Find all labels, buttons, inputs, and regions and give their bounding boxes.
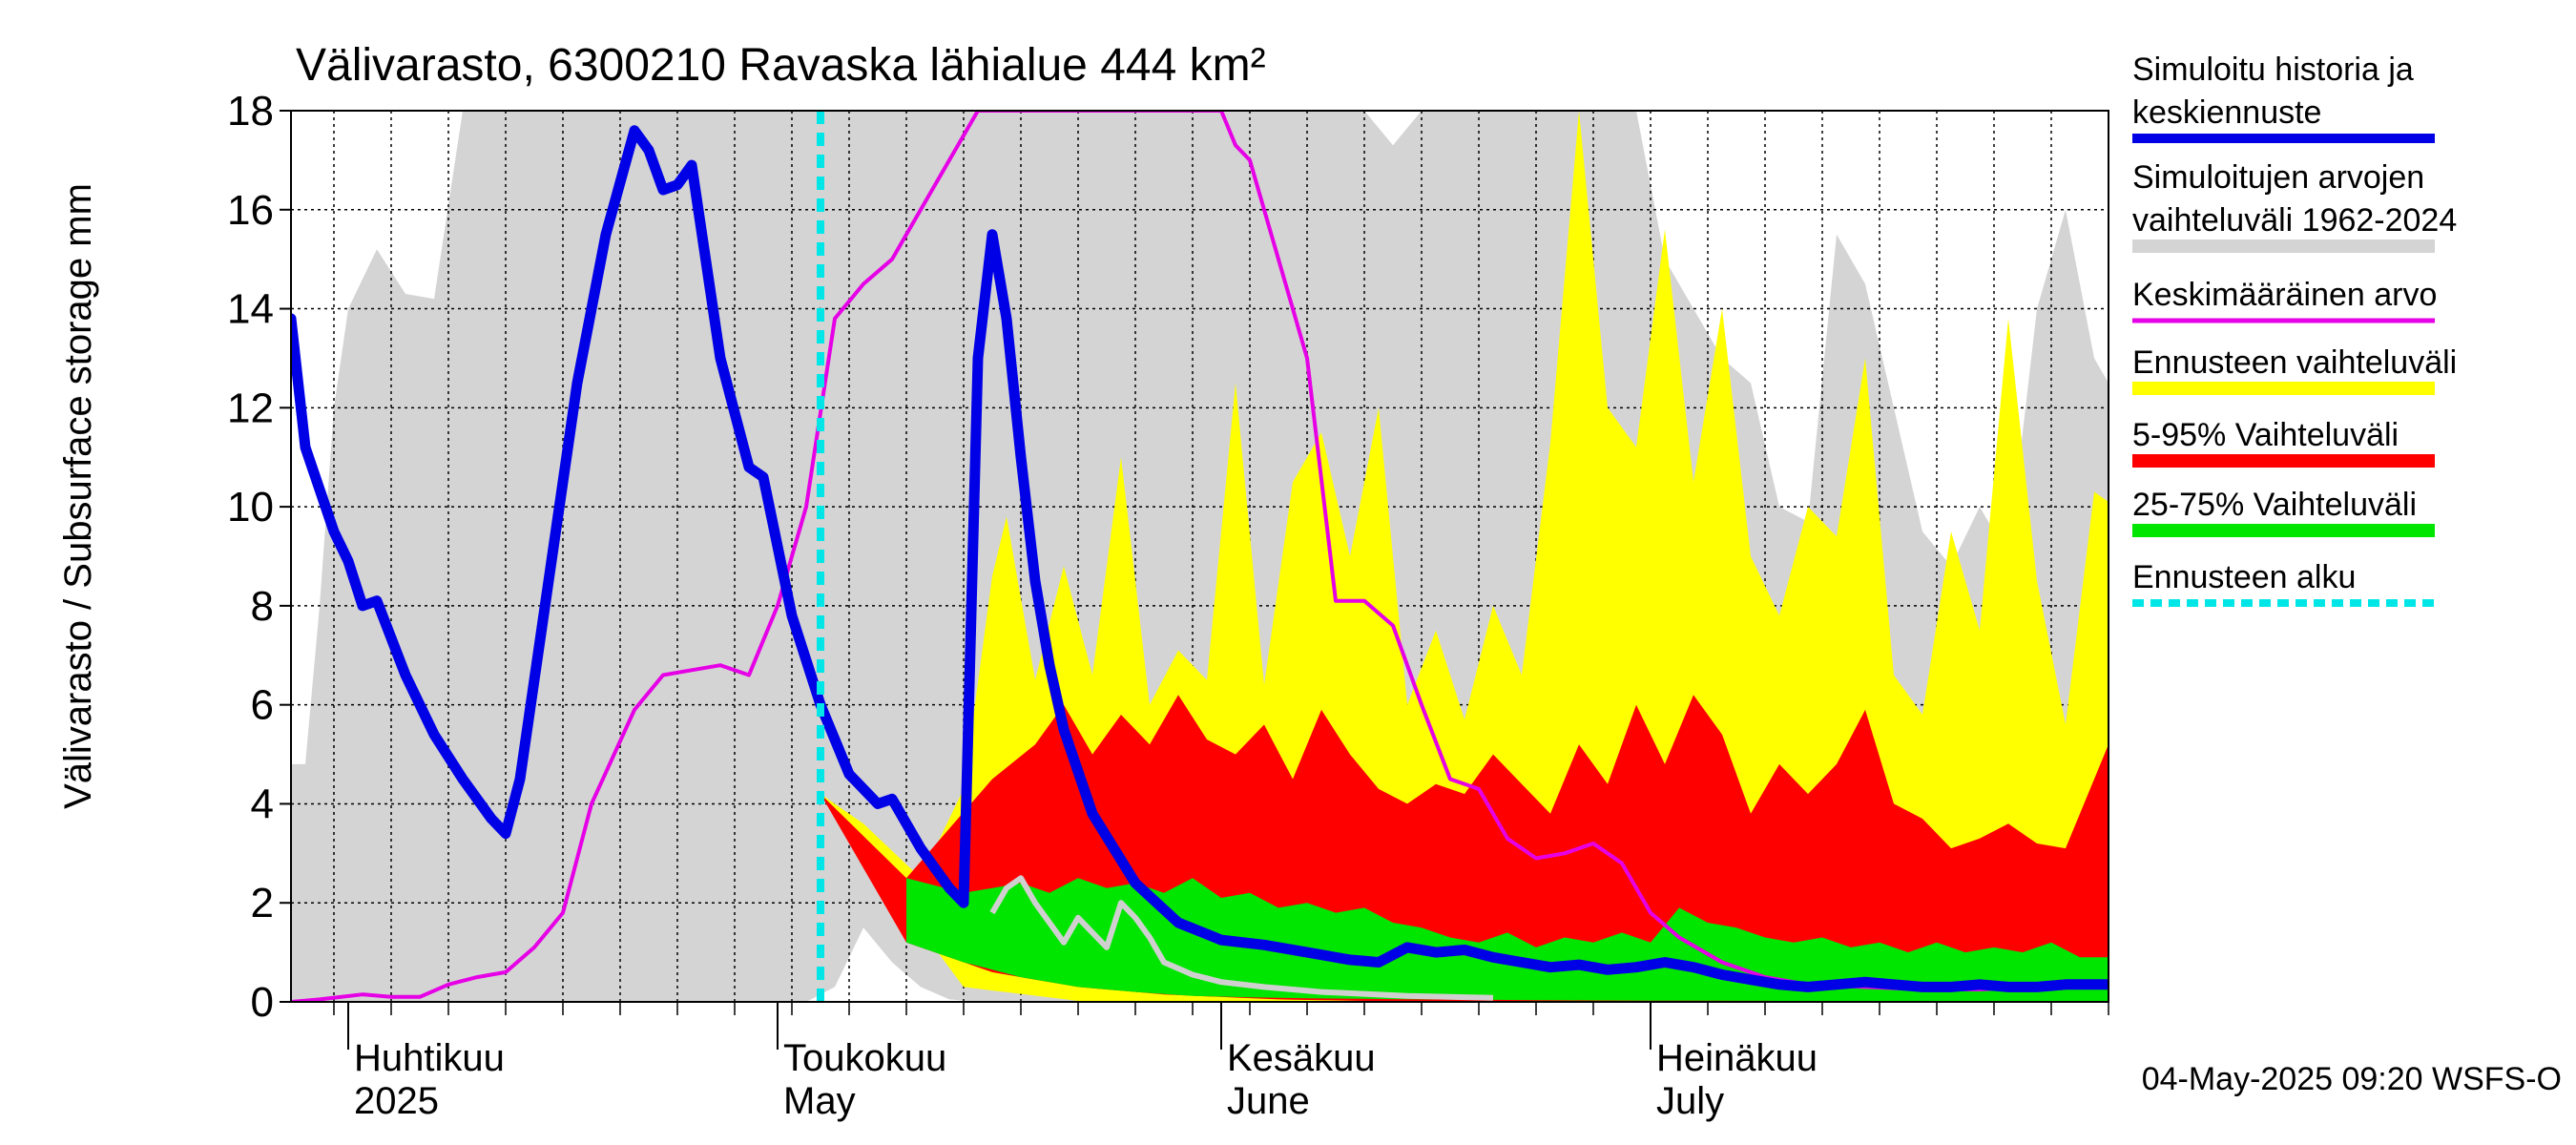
y-tick-label: 18 — [227, 88, 274, 135]
legend: Simuloitu historia ja keskiennuste Simuloi… — [2132, 52, 2457, 607]
legend-label: vaihteluväli 1962-2024 — [2132, 202, 2457, 239]
y-tick-label: 8 — [251, 583, 274, 630]
y-tick-label: 4 — [251, 781, 274, 827]
y-axis: 0 2 4 6 8 10 12 14 16 18 — [227, 88, 291, 1026]
month-label: Heinäkuu — [1656, 1037, 1818, 1079]
y-tick-label: 12 — [227, 385, 274, 431]
plot-layers — [291, 111, 2109, 1002]
month-sublabel: 2025 — [354, 1080, 439, 1122]
history-median-line — [291, 125, 2109, 992]
month-sublabel: June — [1227, 1080, 1310, 1122]
y-tick-label: 10 — [227, 484, 274, 531]
legend-label: Simuloitujen arvojen — [2132, 159, 2424, 196]
p25-75-band — [906, 878, 2109, 1001]
y-tick-label: 6 — [251, 682, 274, 729]
legend-label: keskiennuste — [2132, 94, 2321, 131]
y-tick-label: 14 — [227, 286, 274, 333]
legend-label: Keskimääräinen arvo — [2132, 277, 2437, 313]
legend-label: 5-95% Vaihteluväli — [2132, 417, 2399, 453]
timestamp-footer: 04-May-2025 09:20 WSFS-O — [2142, 1061, 2562, 1097]
y-tick-label: 16 — [227, 187, 274, 234]
legend-label: 25-75% Vaihteluväli — [2132, 487, 2417, 523]
y-tick-label: 0 — [251, 979, 274, 1026]
y-tick-label: 2 — [251, 880, 274, 926]
legend-label: Simuloitu historia ja — [2132, 52, 2414, 88]
plot-frame — [290, 110, 2109, 1003]
legend-label: Ennusteen vaihteluväli — [2132, 344, 2457, 381]
y-axis-label: Välivarasto / Subsurface storage mm — [57, 183, 99, 809]
legend-label: Ennusteen alku — [2132, 559, 2356, 595]
month-sublabel: May — [783, 1080, 856, 1122]
chart-title: Välivarasto, 6300210 Ravaska lähialue 44… — [296, 40, 1266, 91]
plot-area — [290, 110, 2109, 1003]
month-sublabel: July — [1656, 1080, 1724, 1122]
ensemble-member-line — [989, 875, 1494, 1001]
month-label: Huhtikuu — [354, 1037, 505, 1079]
month-label: Toukokuu — [783, 1037, 946, 1079]
month-label: Kesäkuu — [1227, 1037, 1376, 1079]
mean-line — [291, 111, 2109, 1002]
